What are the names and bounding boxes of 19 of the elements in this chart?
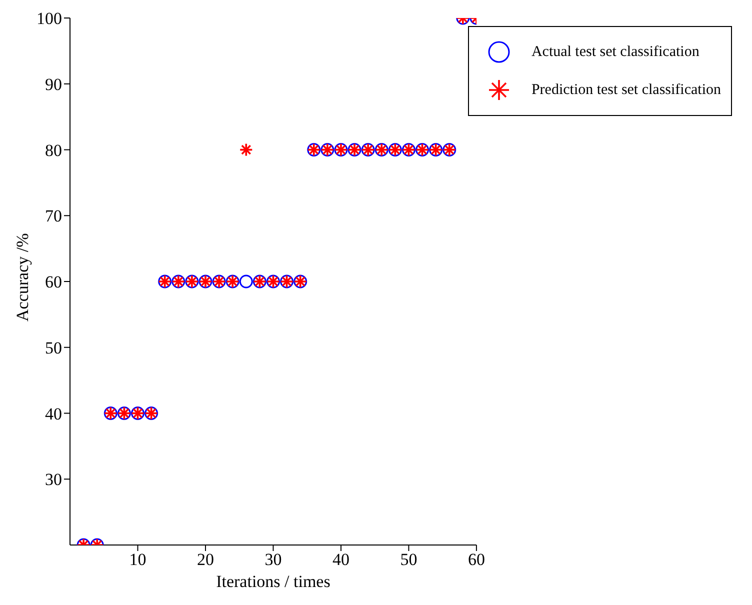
y-axis-title: Accuracy /%	[13, 233, 32, 322]
y-tick-label: 30	[45, 470, 62, 490]
y-tick-label: 80	[45, 140, 62, 160]
x-tick-label: 60	[468, 550, 485, 570]
y-tick-label: 40	[45, 404, 62, 424]
x-tick-label: 30	[264, 550, 282, 570]
x-tick-label: 20	[196, 550, 214, 570]
legend-label: Prediction test set classification	[531, 82, 721, 98]
point	[239, 274, 253, 288]
y-tick-label: 90	[45, 74, 62, 94]
y-tick-label: 60	[45, 272, 62, 292]
x-axis-title: Iterations / times	[216, 572, 330, 591]
x-tick-label: 50	[400, 550, 418, 570]
legend-label: Actual test set classification	[531, 44, 700, 60]
y-tick-label: 100	[36, 9, 62, 28]
x-tick-label: 10	[129, 550, 146, 570]
y-tick-label: 70	[45, 206, 62, 226]
x-tick-label: 40	[332, 550, 350, 570]
y-tick-label: 50	[45, 338, 62, 358]
